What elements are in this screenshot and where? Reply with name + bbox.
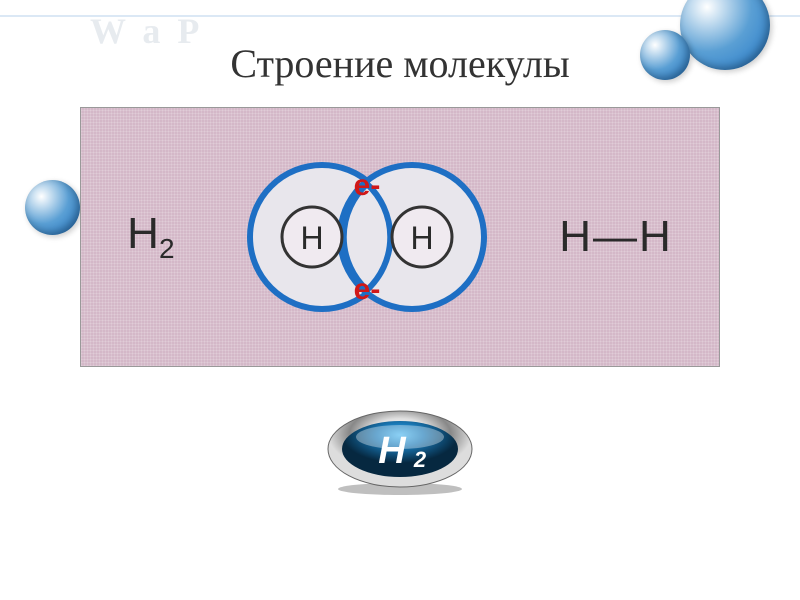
right-atom-label: H: [410, 220, 433, 256]
electron-label-top: e-: [354, 169, 381, 202]
structural-right-atom: H: [639, 212, 673, 261]
structural-left-atom: H: [559, 212, 593, 261]
electron-label-bottom: e-: [354, 273, 381, 306]
orbital-overlap-diagram: H H e- e-: [227, 137, 507, 337]
molecular-formula: H2: [127, 209, 174, 265]
left-atom-label: H: [300, 220, 323, 256]
formula-symbol: H: [127, 209, 159, 258]
structural-formula: H—H: [559, 212, 673, 262]
badge-subscript: 2: [413, 447, 427, 472]
slide-title: Строение молекулы: [230, 40, 569, 87]
slide-content: Строение молекулы H2 H H e-: [0, 0, 800, 497]
formula-subscript: 2: [159, 233, 175, 264]
orbital-svg: H H e- e-: [227, 137, 507, 337]
h2-badge: H 2: [320, 407, 480, 497]
molecule-diagram-box: H2 H H e- e- H—H: [80, 107, 720, 367]
h2-badge-svg: H 2: [320, 407, 480, 497]
bond-line: —: [593, 212, 639, 261]
badge-symbol: H: [378, 430, 407, 472]
